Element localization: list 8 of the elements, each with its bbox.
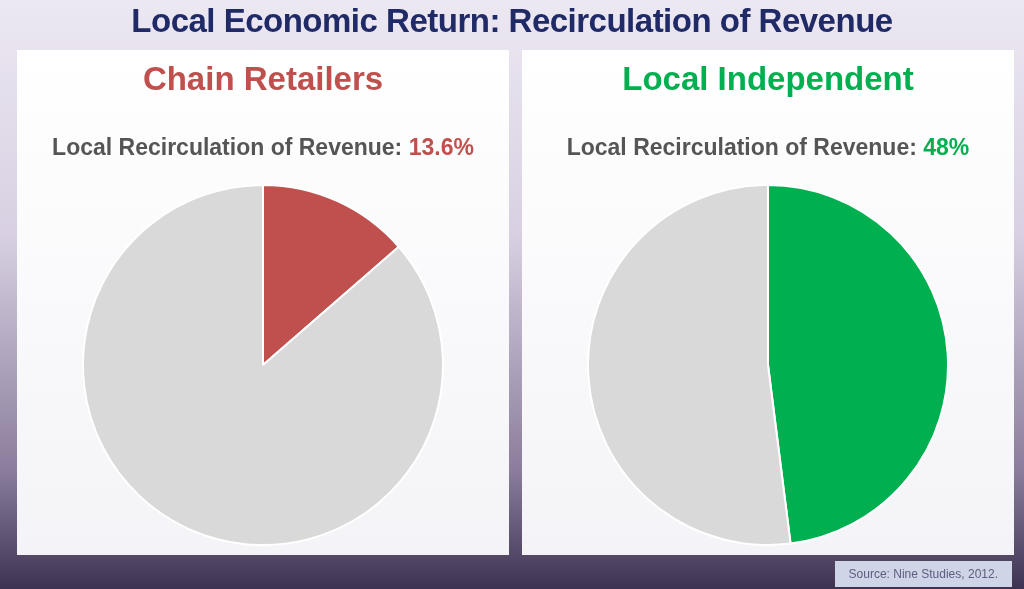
chart-title: Local Independent xyxy=(621,60,915,98)
data-label: 13.6% xyxy=(407,134,474,160)
chart-title: Chain Retailers xyxy=(141,60,385,98)
text: Local Economic Return: Recirculation of Revenue xyxy=(130,2,894,40)
chart-subtitle: Local Recirculation of Revenue: xyxy=(566,134,917,160)
data-label: 48% xyxy=(922,134,970,160)
chart-subtitle: Local Recirculation of Revenue: xyxy=(52,134,403,160)
source-note: Source: Nine Studies, 2012. xyxy=(834,561,1012,587)
